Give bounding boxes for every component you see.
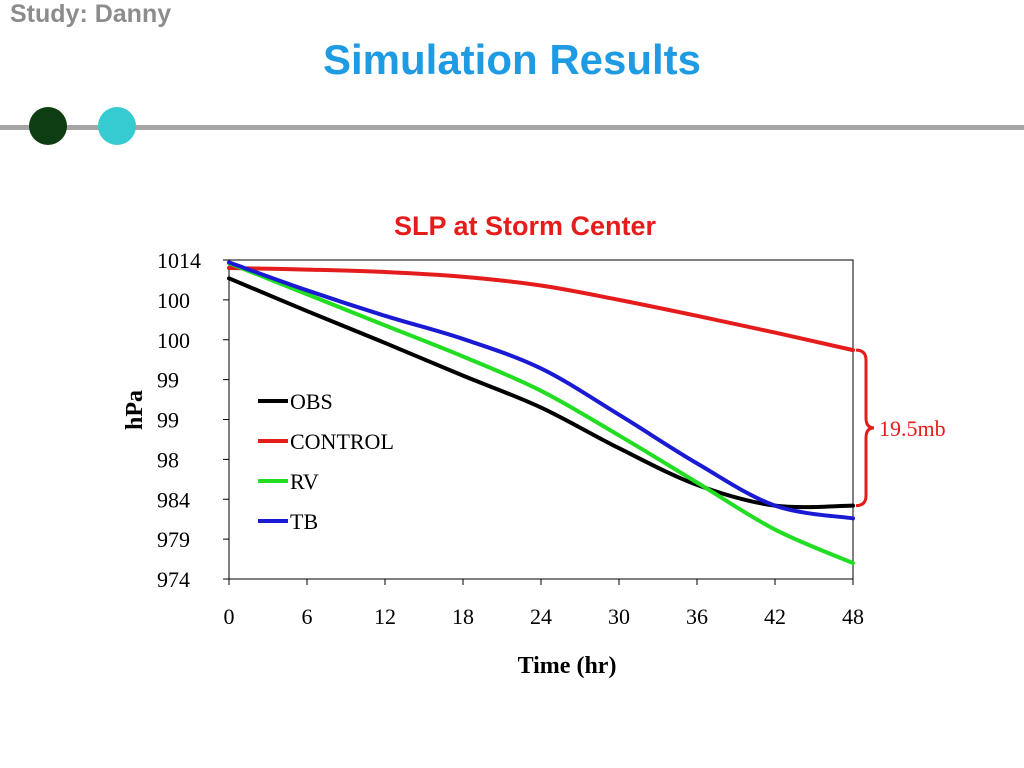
series-line-tb	[227, 260, 855, 521]
plot-area: 1014 100 100 99 99 98 984 979 974 0 6 12 18 24 30 36 42 4…	[157, 248, 946, 629]
x-axis-label: Time (hr)	[518, 653, 617, 679]
legend-label-rv: RV	[290, 469, 319, 494]
x-tick-label: 0	[224, 604, 235, 629]
series-line-rv	[227, 261, 855, 566]
study-label: Study: Danny	[10, 0, 172, 28]
y-tick-label: 984	[157, 487, 190, 512]
legend-label-tb: TB	[290, 509, 318, 534]
x-tick-label: 42	[764, 604, 786, 629]
x-tick-label: 48	[842, 604, 864, 629]
x-tick-label: 36	[686, 604, 708, 629]
y-tick-label: 100	[157, 288, 190, 313]
legend-label-obs: OBS	[290, 389, 333, 414]
y-axis-label: hPa	[122, 390, 148, 430]
teal-dot-icon	[98, 107, 136, 145]
annotation-brace	[855, 348, 875, 508]
legend-label-control: CONTROL	[290, 429, 394, 454]
y-tick-label: 974	[157, 567, 190, 592]
annotation-label: 19.5mb	[879, 416, 946, 441]
y-tick-label: 99	[157, 368, 179, 393]
y-tick-label: 98	[157, 447, 179, 472]
x-tick-label: 18	[452, 604, 474, 629]
y-tick-label: 1014	[157, 248, 201, 273]
x-tick-label: 24	[530, 604, 552, 629]
chart-title: SLP at Storm Center	[394, 211, 657, 241]
series-line-control	[227, 265, 855, 353]
y-tick-label: 99	[157, 408, 179, 433]
series-line-obs	[227, 276, 855, 510]
plot-frame	[228, 259, 854, 580]
x-tick-label: 6	[302, 604, 313, 629]
slide-title: Simulation Results	[322, 36, 702, 83]
y-tick-label: 979	[157, 527, 190, 552]
title-divider	[0, 125, 1024, 130]
x-tick-label: 30	[608, 604, 630, 629]
y-tick-label: 100	[157, 328, 190, 353]
dark-green-dot-icon	[29, 107, 67, 145]
x-tick-label: 12	[374, 604, 396, 629]
